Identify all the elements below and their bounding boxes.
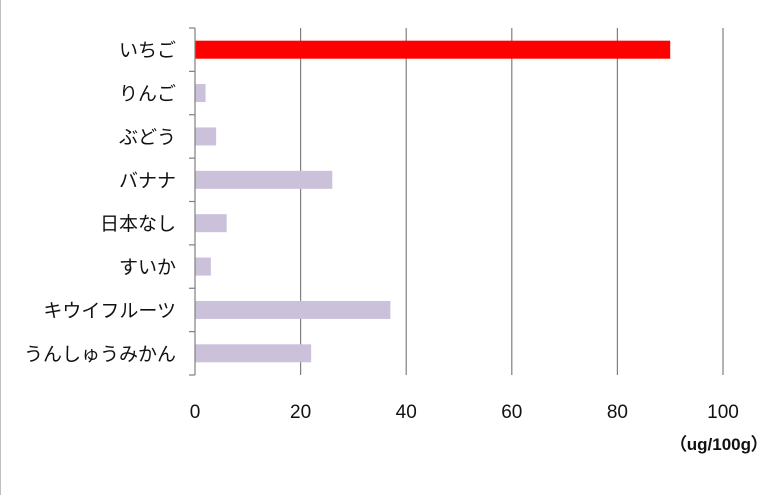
bars [195, 40, 671, 363]
category-label: ぶどう [119, 126, 176, 148]
x-tick-label: 60 [501, 402, 522, 423]
x-tick-labels: 0 20 40 60 80 100 [190, 402, 739, 423]
x-tick-label: 80 [607, 402, 628, 423]
bar-7 [195, 300, 391, 319]
bar-8 [195, 344, 312, 363]
category-label: キウイフルーツ [43, 300, 176, 322]
category-label: 日本なし [100, 213, 176, 235]
category-label: バナナ [119, 170, 176, 192]
category-label: いちご [119, 40, 176, 62]
bar-5 [195, 214, 227, 233]
bar-3 [195, 127, 217, 146]
x-tick-label: 100 [707, 402, 739, 423]
bar-4 [195, 170, 333, 189]
gridlines [300, 28, 724, 375]
bar-6 [195, 257, 211, 276]
chart-frame-left [0, 0, 1, 495]
category-label: りんご [119, 83, 176, 105]
y-axis [189, 27, 196, 376]
unit-label: （ug/100g） [670, 434, 768, 454]
x-tick-label: 40 [396, 402, 417, 423]
x-tick-label: 20 [290, 402, 311, 423]
category-label: すいか [119, 257, 176, 279]
bar-1 [195, 40, 671, 59]
x-tick-label: 0 [190, 402, 201, 423]
bar-2 [195, 84, 206, 103]
category-label: うんしゅうみかん [24, 343, 176, 365]
